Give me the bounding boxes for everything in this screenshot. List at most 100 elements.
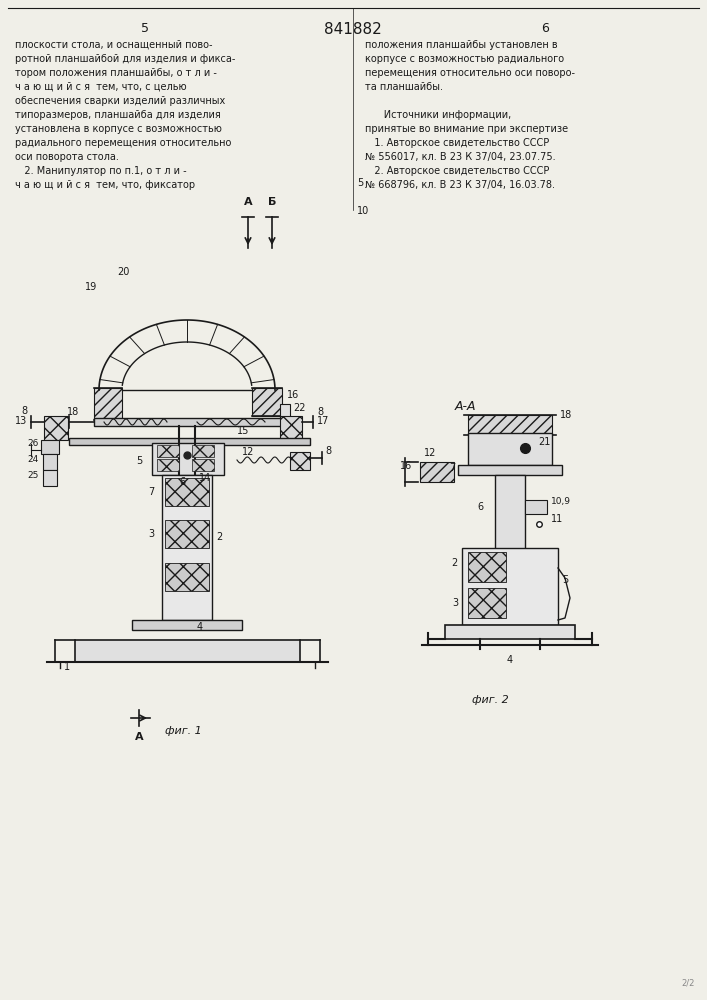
Text: 6: 6: [477, 502, 483, 512]
Text: Источники информации,: Источники информации,: [365, 110, 511, 120]
Text: № 668796, кл. В 23 К 37/04, 16.03.78.: № 668796, кл. В 23 К 37/04, 16.03.78.: [365, 180, 555, 190]
Bar: [462, 548, 558, 625]
Bar: [458, 465, 562, 475]
Text: 24: 24: [28, 456, 39, 464]
Bar: [69, 438, 310, 445]
Text: 16: 16: [287, 390, 299, 400]
Text: установлена в корпусе с возможностью: установлена в корпусе с возможностью: [15, 124, 222, 134]
Text: 4: 4: [197, 622, 203, 632]
Text: 21: 21: [538, 437, 550, 447]
Text: 12: 12: [423, 448, 436, 458]
Bar: [280, 416, 302, 440]
Text: фиг. 2: фиг. 2: [472, 695, 508, 705]
Bar: [43, 454, 57, 470]
Text: 1: 1: [64, 662, 70, 672]
Bar: [94, 418, 282, 426]
Bar: [290, 452, 310, 470]
Text: ч а ю щ и й с я  тем, что, с целью: ч а ю щ и й с я тем, что, с целью: [15, 82, 187, 92]
Bar: [495, 475, 525, 560]
Text: фиг. 1: фиг. 1: [165, 726, 201, 736]
Text: № 556017, кл. В 23 К 37/04, 23.07.75.: № 556017, кл. В 23 К 37/04, 23.07.75.: [365, 152, 556, 162]
Bar: [192, 445, 214, 457]
Text: 8: 8: [325, 446, 331, 456]
Text: 10,9: 10,9: [551, 497, 571, 506]
Text: принятые во внимание при экспертизе: принятые во внимание при экспертизе: [365, 124, 568, 134]
Text: 19: 19: [85, 282, 97, 292]
Text: 5: 5: [141, 22, 149, 35]
Text: 2. Авторское свидетельство СССР: 2. Авторское свидетельство СССР: [365, 166, 549, 176]
Bar: [157, 445, 179, 457]
Text: 8: 8: [317, 407, 323, 417]
Bar: [43, 470, 57, 486]
Bar: [468, 588, 506, 618]
Text: Б: Б: [268, 197, 276, 207]
Text: 18: 18: [66, 407, 79, 417]
Text: 20: 20: [117, 267, 129, 277]
Text: А: А: [135, 732, 144, 742]
Text: 22: 22: [293, 403, 305, 413]
Text: 11: 11: [551, 514, 563, 524]
Text: 3: 3: [148, 529, 154, 539]
Bar: [157, 459, 179, 471]
Bar: [468, 433, 552, 465]
Bar: [41, 440, 59, 454]
Text: ч а ю щ и й с я  тем, что, фиксатор: ч а ю щ и й с я тем, что, фиксатор: [15, 180, 195, 190]
Text: 8: 8: [21, 406, 27, 416]
Bar: [525, 500, 547, 514]
Text: 4: 4: [507, 655, 513, 665]
Text: 16: 16: [399, 461, 412, 471]
Text: 5: 5: [357, 178, 363, 188]
Text: А: А: [244, 197, 252, 207]
Text: 13: 13: [15, 416, 27, 426]
Text: положения планшайбы установлен в: положения планшайбы установлен в: [365, 40, 558, 50]
Text: 25: 25: [28, 472, 39, 481]
Text: 841882: 841882: [324, 22, 382, 37]
Text: А-А: А-А: [455, 400, 477, 413]
Text: 12: 12: [242, 447, 255, 457]
Bar: [165, 478, 209, 506]
Bar: [94, 388, 122, 420]
Text: типоразмеров, планшайба для изделия: типоразмеров, планшайба для изделия: [15, 110, 221, 120]
Bar: [44, 416, 68, 440]
Text: 7: 7: [449, 463, 455, 473]
Text: перемещения относительно оси поворо-: перемещения относительно оси поворо-: [365, 68, 575, 78]
Text: 17: 17: [317, 416, 329, 426]
Text: 7: 7: [148, 487, 154, 497]
Bar: [252, 388, 282, 416]
Bar: [152, 443, 224, 475]
Text: 6: 6: [179, 477, 185, 487]
Text: 1. Авторское свидетельство СССР: 1. Авторское свидетельство СССР: [365, 138, 549, 148]
Text: 15: 15: [237, 426, 250, 436]
Text: плоскости стола, и оснащенный пово-: плоскости стола, и оснащенный пово-: [15, 40, 213, 50]
Bar: [132, 620, 242, 630]
Text: тором положения планшайбы, о т л и -: тором положения планшайбы, о т л и -: [15, 68, 217, 78]
Bar: [162, 475, 212, 620]
Text: 3: 3: [452, 598, 458, 608]
Bar: [192, 459, 214, 471]
Text: та планшайбы.: та планшайбы.: [365, 82, 443, 92]
Bar: [468, 552, 506, 582]
Bar: [165, 563, 209, 591]
Bar: [280, 404, 290, 420]
Text: 5: 5: [136, 456, 142, 466]
Bar: [445, 625, 575, 639]
Bar: [468, 415, 552, 435]
Text: 26: 26: [28, 440, 39, 448]
Text: 18: 18: [560, 410, 572, 420]
Text: 10: 10: [357, 206, 369, 216]
Bar: [165, 520, 209, 548]
Text: 2: 2: [216, 532, 222, 542]
Text: 2: 2: [452, 558, 458, 568]
Text: 14: 14: [199, 473, 211, 483]
Text: 5: 5: [562, 575, 568, 585]
Text: 6: 6: [541, 22, 549, 35]
Text: оси поворота стола.: оси поворота стола.: [15, 152, 119, 162]
Text: ротной планшайбой для изделия и фикса-: ротной планшайбой для изделия и фикса-: [15, 54, 235, 64]
Bar: [420, 462, 454, 482]
Text: обеспечения сварки изделий различных: обеспечения сварки изделий различных: [15, 96, 226, 106]
Text: 2/2: 2/2: [682, 979, 695, 988]
Text: радиального перемещения относительно: радиального перемещения относительно: [15, 138, 231, 148]
Text: 2. Манипулятор по п.1, о т л и -: 2. Манипулятор по п.1, о т л и -: [15, 166, 187, 176]
Text: корпусе с возможностью радиального: корпусе с возможностью радиального: [365, 54, 564, 64]
Bar: [75, 640, 300, 662]
